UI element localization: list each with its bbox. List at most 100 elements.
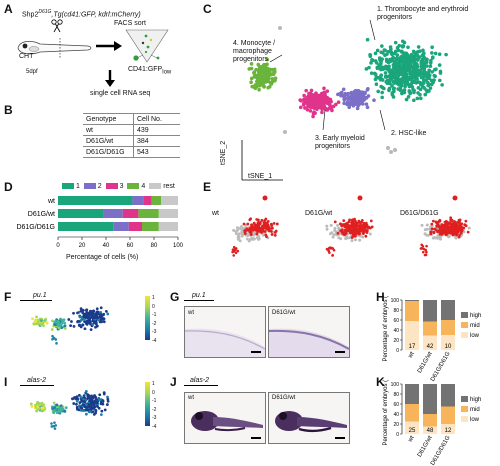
cell-point xyxy=(350,239,354,243)
tsne-point xyxy=(412,98,416,103)
tsne-point xyxy=(322,106,327,111)
panel-e-plot-2 xyxy=(419,195,471,257)
cell-point xyxy=(365,225,368,229)
bar-segment xyxy=(58,196,133,205)
cell-point xyxy=(35,315,39,319)
cell-point xyxy=(453,221,457,225)
cell-point xyxy=(430,227,434,231)
cell-point xyxy=(45,321,49,325)
cell-point xyxy=(59,404,63,408)
legend-label: 1 xyxy=(76,183,80,190)
tsne-point xyxy=(379,50,383,55)
cell-point xyxy=(270,224,274,227)
tsne-point xyxy=(399,49,404,54)
cell-point xyxy=(270,233,274,236)
tsne-point xyxy=(410,56,414,61)
x-tick-label: 0 xyxy=(56,243,60,249)
tsne-point xyxy=(419,75,424,80)
tsne-point xyxy=(352,89,357,94)
tsne-point xyxy=(367,65,371,70)
tsne-point xyxy=(270,76,275,81)
legend-label: high xyxy=(470,397,481,403)
tsne-point xyxy=(353,97,357,102)
cell-point xyxy=(234,251,238,255)
cell-point xyxy=(260,218,264,222)
cell-point xyxy=(441,229,445,233)
cell-point xyxy=(358,238,362,242)
cell-point xyxy=(59,406,63,410)
tsne-point xyxy=(403,84,407,89)
cell-point xyxy=(433,227,437,231)
bar-segment xyxy=(441,320,455,335)
cell-point xyxy=(86,314,90,318)
cell-point xyxy=(333,228,337,232)
tsne-point xyxy=(329,107,334,111)
tsne-point xyxy=(382,48,387,52)
pu1-wt-label: wt xyxy=(188,310,194,316)
tsne-point xyxy=(342,101,346,106)
bar-segment xyxy=(441,406,455,424)
tsne-point xyxy=(427,76,431,81)
cb-tick: -2 xyxy=(152,406,157,413)
cell-point xyxy=(353,229,357,233)
cell-point xyxy=(98,393,102,397)
tsne-point xyxy=(402,53,407,58)
cell-point xyxy=(262,195,268,201)
cell-point xyxy=(429,230,433,234)
legend-label: low xyxy=(470,417,480,423)
tsne-point xyxy=(349,95,354,99)
cell-point xyxy=(84,412,88,416)
tsne-point xyxy=(431,55,435,59)
y-tick-label: 20 xyxy=(393,338,399,344)
legend-swatch-1 xyxy=(62,183,74,190)
cell-point xyxy=(240,231,244,235)
cell-point xyxy=(369,219,373,223)
tsne-point xyxy=(387,69,391,73)
cell-point xyxy=(72,324,76,328)
y-tick-label: 100 xyxy=(391,298,400,304)
tsne-point xyxy=(393,49,398,54)
tsne-point xyxy=(249,76,254,81)
cell-point xyxy=(362,232,365,235)
cell-point xyxy=(64,406,68,410)
tsne-point xyxy=(426,83,430,88)
cell-point xyxy=(353,238,357,242)
cell-number-table: Genotype Cell No. wt 439 D61G/wt 384 D61… xyxy=(83,113,180,158)
cluster-label-2: 2. HSC-like xyxy=(391,130,427,137)
cell-point xyxy=(245,228,248,232)
tsne-point xyxy=(404,64,408,69)
tsne-point xyxy=(375,48,380,53)
cell-point xyxy=(236,235,240,239)
cell-point xyxy=(352,227,355,230)
tsne-point xyxy=(387,59,392,64)
tsne-point xyxy=(412,88,416,93)
cell-point xyxy=(462,226,466,230)
cell-point xyxy=(424,248,427,252)
x-tick-label: 60 xyxy=(127,243,134,249)
tsne-point xyxy=(438,78,442,83)
bar-segment xyxy=(132,196,144,205)
tsne-point xyxy=(392,60,397,64)
tsne-point xyxy=(318,98,323,102)
tsne-point xyxy=(381,67,386,71)
tsne-point xyxy=(267,84,272,89)
cell-point xyxy=(425,227,429,231)
cell-point xyxy=(99,413,103,417)
tsne-point xyxy=(389,150,393,154)
cell-point xyxy=(63,327,67,330)
cell-point xyxy=(343,228,347,232)
cell-point xyxy=(430,222,434,226)
legend-label: 2 xyxy=(97,183,102,190)
x-tick-label: 20 xyxy=(79,243,86,249)
tsne-point xyxy=(341,93,346,98)
bar-segment xyxy=(423,384,437,414)
cell-point xyxy=(447,234,451,238)
tsne-point xyxy=(304,88,308,93)
tsne-point xyxy=(387,80,391,84)
cell-point xyxy=(261,227,265,231)
tsne-point xyxy=(416,45,421,49)
tsne-point xyxy=(407,89,412,94)
panel-f-colorbar xyxy=(145,296,150,340)
cell-point xyxy=(88,320,92,324)
tsne-point xyxy=(401,63,406,67)
